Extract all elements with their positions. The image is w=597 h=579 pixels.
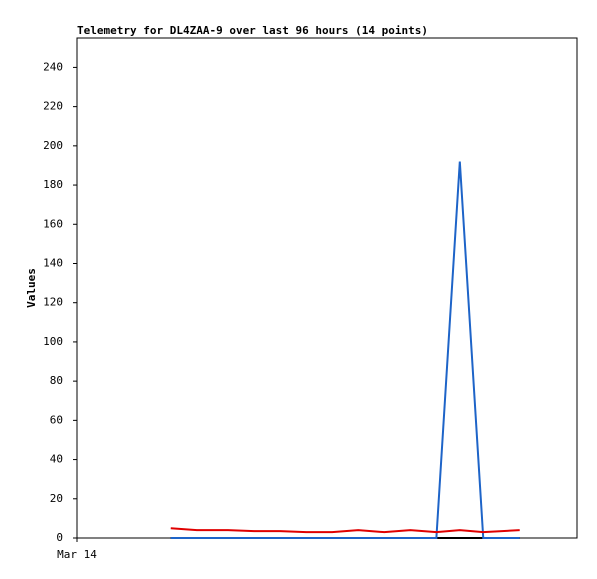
y-tick-label: 80 [50, 374, 63, 387]
y-tick-label: 220 [43, 100, 63, 113]
y-tick-label: 160 [43, 217, 63, 230]
y-tick-label: 120 [43, 296, 63, 309]
y-tick-label: 180 [43, 178, 63, 191]
y-axis-label: Values [25, 268, 38, 308]
y-tick-label: 200 [43, 139, 63, 152]
chart-title: Telemetry for DL4ZAA-9 over last 96 hour… [77, 24, 428, 37]
x-tick-label: Mar 14 [57, 548, 97, 561]
y-tick-label: 60 [50, 413, 63, 426]
y-tick-label: 0 [56, 531, 63, 544]
y-tick-label: 240 [43, 60, 63, 73]
y-tick-label: 20 [50, 492, 63, 505]
y-tick-label: 100 [43, 335, 63, 348]
plot-frame [76, 37, 578, 539]
series-line [170, 527, 520, 534]
series-line [170, 161, 520, 539]
y-tick-label: 140 [43, 256, 63, 269]
y-tick-label: 40 [50, 453, 63, 466]
